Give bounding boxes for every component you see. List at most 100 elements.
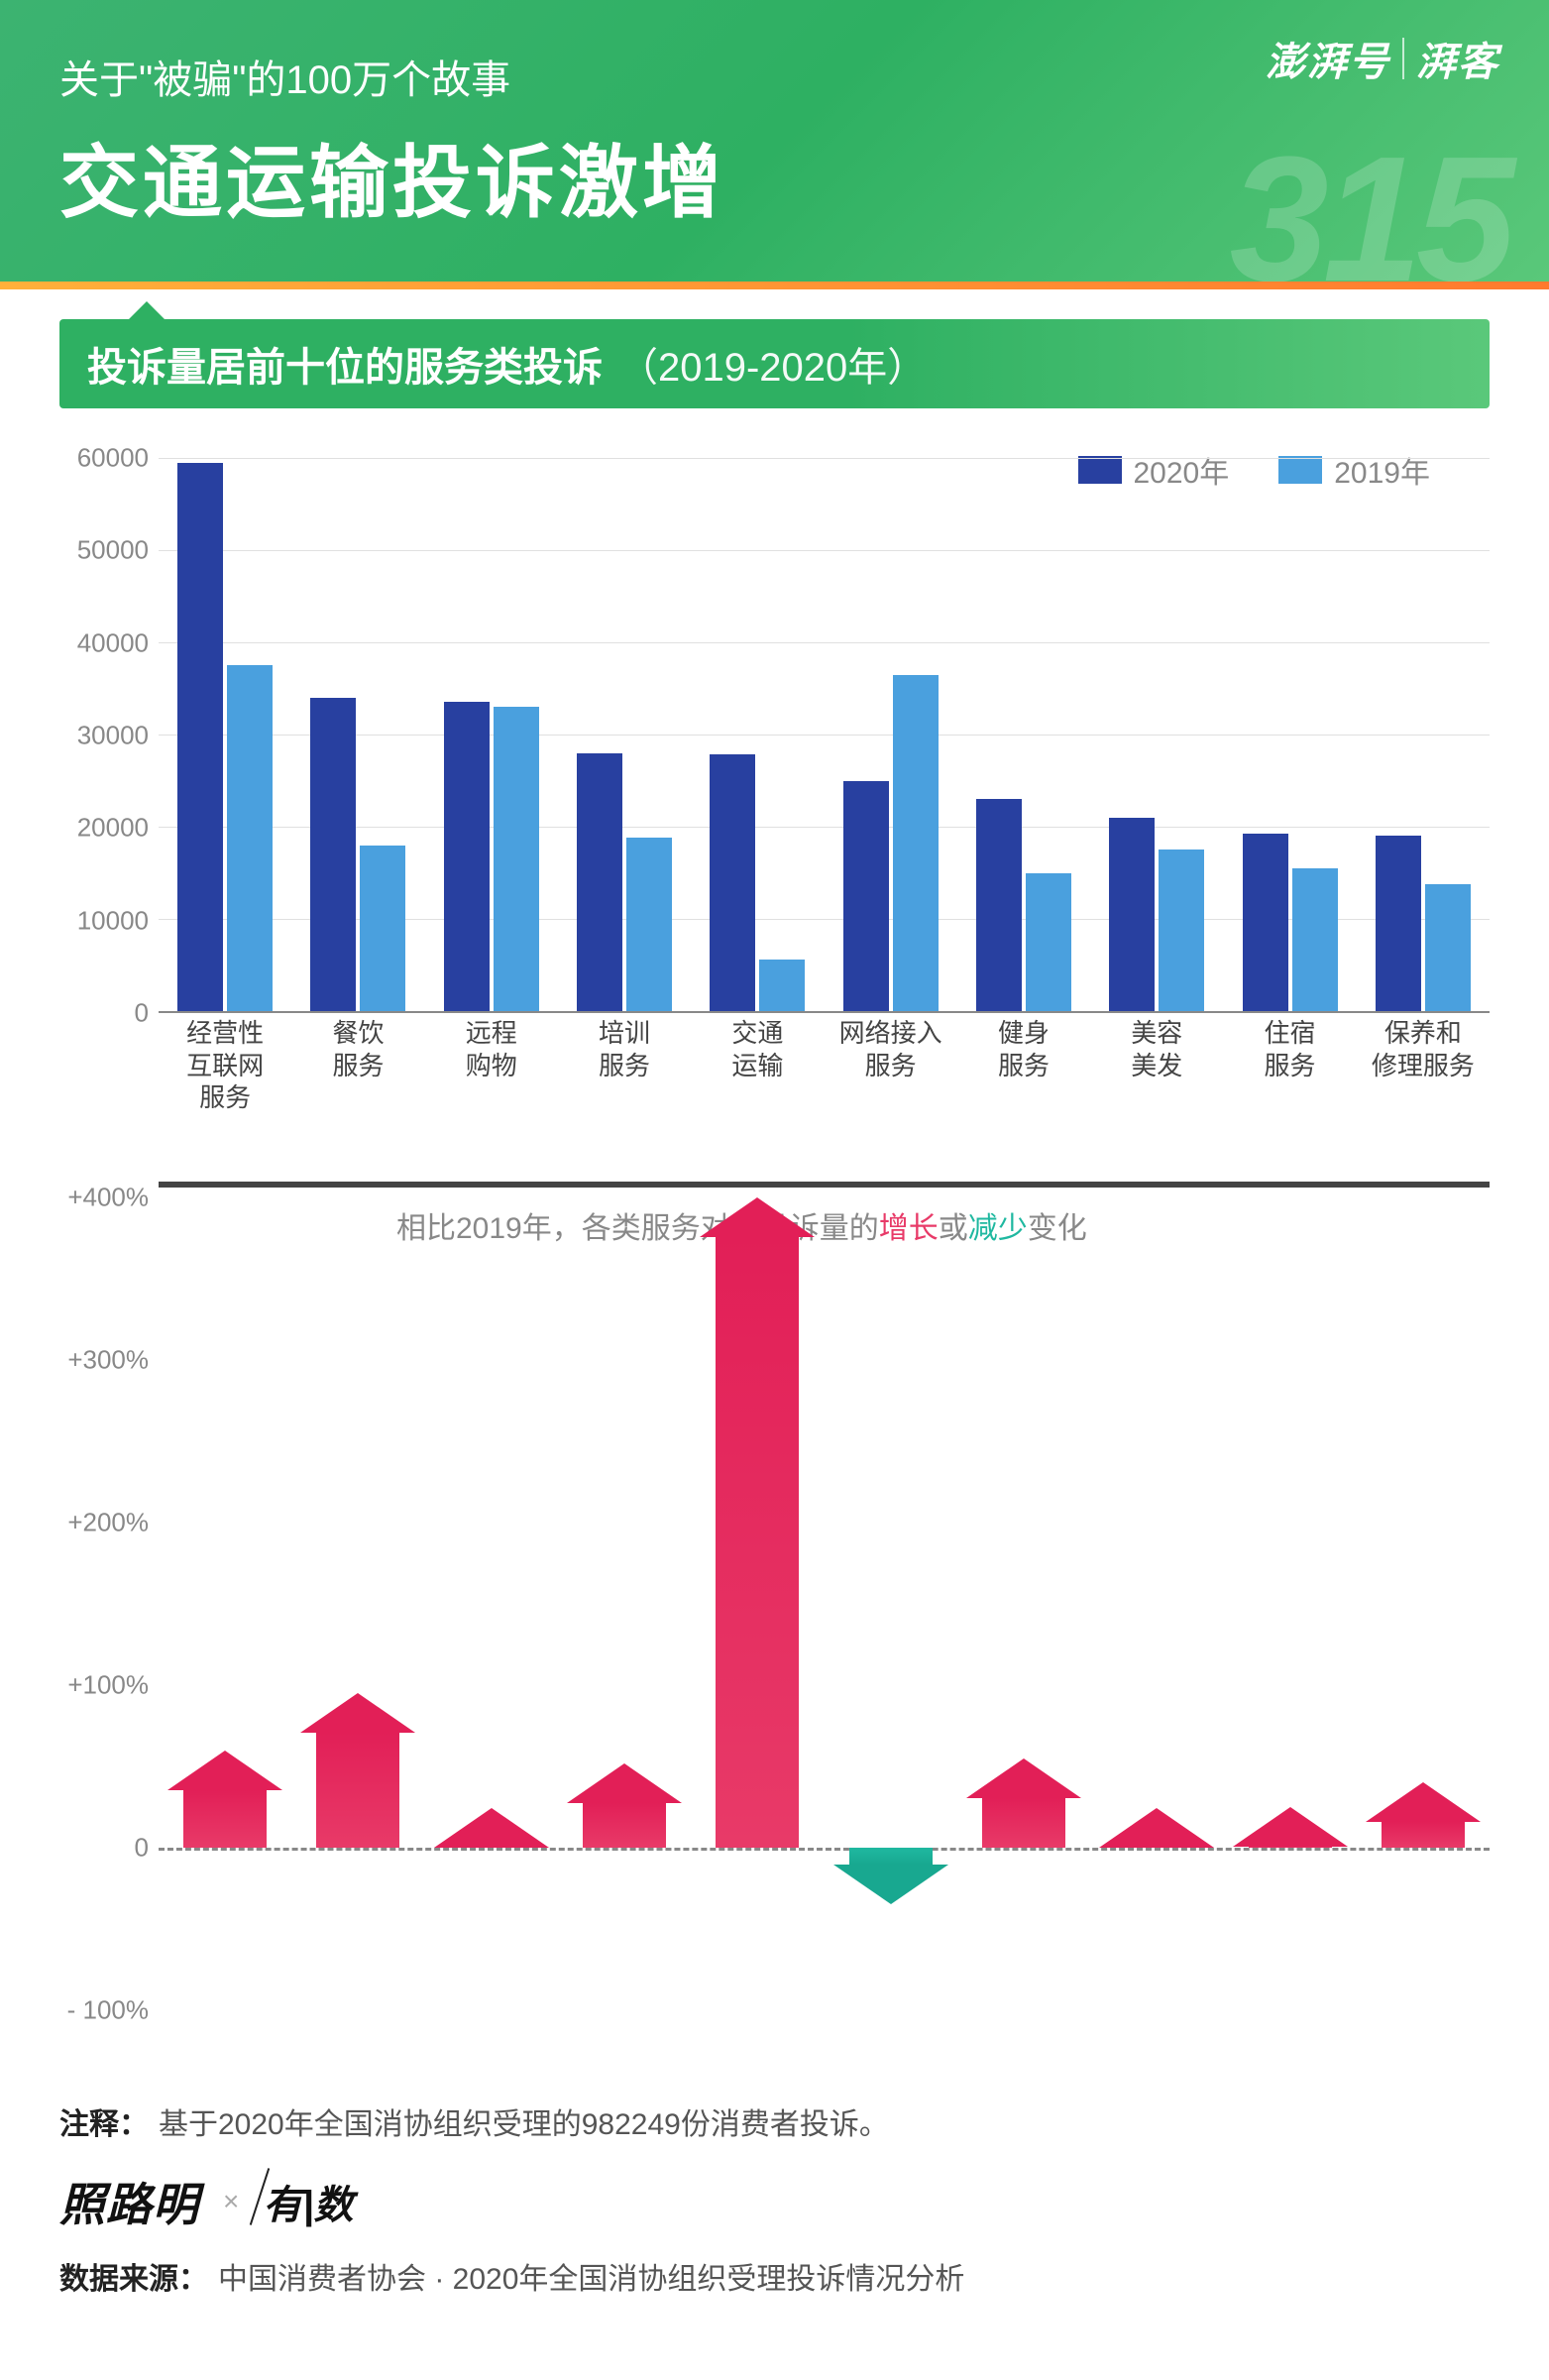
arrow-up	[183, 1751, 267, 1848]
x-axis-label: 网络接入 服务	[825, 1017, 957, 1081]
bar-2020	[1109, 818, 1155, 1011]
bar-group	[976, 458, 1071, 1011]
bar-2019	[1026, 873, 1071, 1012]
y-tick-label: 20000	[77, 813, 149, 844]
y-tick-label: +200%	[67, 1508, 149, 1538]
bar-group	[843, 458, 939, 1011]
brand-right: 湃客	[1416, 30, 1499, 87]
source-label: 数据来源：	[59, 2263, 208, 2296]
arrow-body	[1382, 1822, 1465, 1848]
annotation-label: 注释：	[59, 2108, 149, 2141]
arrow-up	[1382, 1782, 1465, 1848]
arrow-up	[982, 1758, 1065, 1848]
arrow-head-icon	[1099, 1808, 1214, 1848]
arrow-down	[849, 1848, 933, 1904]
bottom-arrow-chart: 相比2019年，各类服务对应投诉量的增长或减少变化 +400%+300%+200…	[59, 1197, 1490, 2010]
arrow-head-icon	[167, 1751, 282, 1790]
bar-2019	[893, 675, 939, 1011]
bar-group	[1109, 458, 1204, 1011]
chart-divider	[159, 1182, 1490, 1188]
x-axis-label: 交通 运输	[691, 1017, 824, 1081]
y-axis: 0100002000030000400005000060000	[59, 458, 159, 1013]
y-tick-label: 40000	[77, 627, 149, 658]
y-tick-label: +300%	[67, 1345, 149, 1376]
arrow-body	[849, 1848, 933, 1865]
arrow-body	[982, 1798, 1065, 1848]
brand-separator	[1402, 38, 1404, 79]
bar-2019	[1159, 850, 1204, 1011]
arrow-up	[716, 1197, 799, 1848]
bar-group	[177, 458, 273, 1011]
x-axis-label: 美容 美发	[1090, 1017, 1223, 1081]
arrow-body	[316, 1733, 399, 1848]
brand: 澎湃号 湃客	[1266, 30, 1499, 87]
arrow-up	[316, 1693, 399, 1848]
arrow-head-icon	[567, 1763, 682, 1803]
arrow-up	[1249, 1807, 1332, 1848]
arrow-body	[183, 1790, 267, 1848]
arrow-head-icon	[1233, 1807, 1348, 1847]
arrow-head-icon	[300, 1693, 415, 1733]
plot-area-bottom	[159, 1197, 1490, 2010]
y-tick-label: 0	[135, 1833, 149, 1864]
arrow-up	[1115, 1808, 1198, 1848]
bar-2020	[710, 754, 755, 1011]
bar-group	[710, 458, 805, 1011]
section-title-text: 投诉量居前十位的服务类投诉	[87, 335, 603, 393]
arrow-head-icon	[833, 1865, 948, 1904]
baseline	[159, 1848, 1490, 1851]
y-axis-bottom: +400%+300%+200%+100%0- 100%	[59, 1197, 159, 2010]
bar-2019	[360, 846, 405, 1011]
bar-2020	[310, 698, 356, 1011]
top-bar-chart: 2020年2019年 01000020000300004000050000600…	[59, 458, 1490, 1073]
bar-2019	[227, 665, 273, 1011]
bar-2019	[759, 960, 805, 1011]
arrow-head-icon	[966, 1758, 1081, 1798]
bar-group	[444, 458, 539, 1011]
arrow-up	[583, 1763, 666, 1848]
x-axis-label: 餐饮 服务	[291, 1017, 424, 1081]
y-tick-label: 30000	[77, 721, 149, 751]
content: 投诉量居前十位的服务类投诉 （2019-2020年） 2020年2019年 01…	[0, 289, 1549, 2050]
arrow-head-icon	[1366, 1782, 1481, 1822]
bar-2020	[444, 702, 490, 1011]
x-axis-label: 培训 服务	[558, 1017, 691, 1081]
arrow-up	[450, 1808, 533, 1848]
bar-group	[310, 458, 405, 1011]
arrow-body	[583, 1803, 666, 1848]
watermark-315: 315	[1230, 131, 1509, 289]
x-axis-label: 健身 服务	[957, 1017, 1090, 1081]
bar-2020	[843, 781, 889, 1012]
credit-x: ×	[223, 2186, 239, 2217]
bar-2020	[1243, 834, 1288, 1011]
annotation-text: 基于2020年全国消协组织受理的982249份消费者投诉。	[159, 2108, 889, 2141]
header: 澎湃号 湃客 315 关于"被骗"的100万个故事 交通运输投诉激增	[0, 0, 1549, 289]
bar-2019	[626, 838, 672, 1011]
bar-2020	[577, 753, 622, 1011]
source-row: 数据来源： 中国消费者协会 · 2020年全国消协组织受理投诉情况分析	[59, 2254, 1490, 2298]
bar-2019	[1292, 868, 1338, 1011]
source-text: 中国消费者协会 · 2020年全国消协组织受理投诉情况分析	[218, 2263, 964, 2296]
arrow-head-icon	[434, 1808, 549, 1848]
bar-2020	[177, 463, 223, 1011]
section-pointer-icon	[129, 301, 165, 319]
page: 澎湃号 湃客 315 关于"被骗"的100万个故事 交通运输投诉激增 投诉量居前…	[0, 0, 1549, 2357]
x-axis-label: 住宿 服务	[1223, 1017, 1356, 1081]
x-axis-label: 经营性 互联网 服务	[159, 1017, 291, 1114]
credit-2: 有|数	[263, 2173, 353, 2230]
y-tick-label: - 100%	[67, 1995, 149, 2026]
x-axis-label: 保养和 修理服务	[1357, 1017, 1490, 1081]
bar-group	[1243, 458, 1338, 1011]
bar-group	[577, 458, 672, 1011]
y-tick-label: 50000	[77, 535, 149, 566]
x-axis-labels: 经营性 互联网 服务餐饮 服务远程 购物培训 服务交通 运输网络接入 服务健身 …	[159, 1009, 1490, 1078]
section-title: 投诉量居前十位的服务类投诉 （2019-2020年）	[59, 319, 1490, 408]
arrow-body	[1249, 1847, 1332, 1848]
arrow-head-icon	[700, 1197, 815, 1237]
plot-area	[159, 458, 1490, 1013]
bar-group	[1376, 458, 1471, 1011]
section-title-wrap: 投诉量居前十位的服务类投诉 （2019-2020年）	[59, 319, 1490, 408]
credits: 照路明 × 有|数	[59, 2169, 1490, 2234]
credit-1: 照路明	[59, 2169, 199, 2234]
bar-2020	[976, 799, 1022, 1011]
